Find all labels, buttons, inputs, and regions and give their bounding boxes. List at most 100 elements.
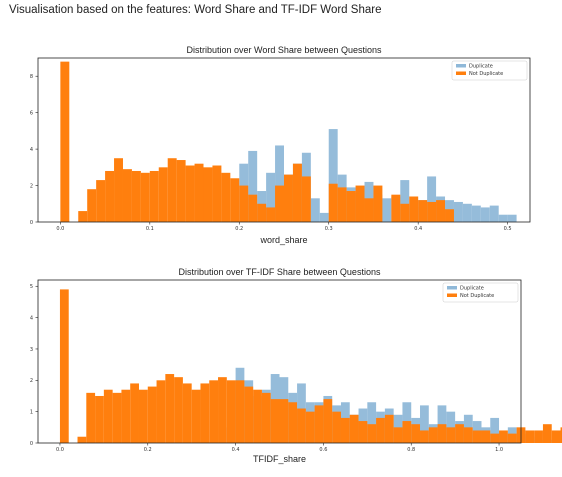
not-duplicate-bar <box>428 427 438 443</box>
y-tick-label: 1 <box>30 409 33 415</box>
not-duplicate-bar <box>86 392 96 443</box>
not-duplicate-bar <box>373 185 383 222</box>
not-duplicate-bar <box>376 417 385 443</box>
not-duplicate-bar <box>346 191 356 222</box>
not-duplicate-bar <box>103 389 113 443</box>
not-duplicate-bar <box>156 380 166 443</box>
not-duplicate-bar <box>455 424 464 443</box>
not-duplicate-bar <box>266 207 276 222</box>
not-duplicate-bar <box>138 389 148 443</box>
duplicate-bar <box>248 150 258 222</box>
duplicate-bar <box>400 180 410 222</box>
duplicate-bar <box>266 172 276 222</box>
not-duplicate-bar <box>418 200 428 222</box>
not-duplicate-bar <box>59 289 69 443</box>
not-duplicate-bar <box>77 436 87 443</box>
not-duplicate-bar <box>221 172 231 222</box>
not-duplicate-bar <box>218 377 227 443</box>
legend-box <box>442 282 519 303</box>
x-tick-label: 1.0 <box>495 447 503 453</box>
x-tick-label: 0.0 <box>56 226 64 232</box>
not-duplicate-bar <box>437 424 447 443</box>
duplicate-bar <box>275 145 284 222</box>
duplicate-bar <box>420 405 429 443</box>
not-duplicate-bar <box>209 380 219 443</box>
not-duplicate-bar <box>203 167 213 222</box>
duplicate-bar <box>328 129 338 222</box>
not-duplicate-bar <box>257 203 267 222</box>
not-duplicate-bar <box>328 183 338 222</box>
legend-swatch <box>447 293 457 297</box>
not-duplicate-bar <box>534 430 543 443</box>
not-duplicate-bar <box>463 427 473 443</box>
not-duplicate-bar <box>314 405 324 443</box>
duplicate-bar <box>462 203 472 222</box>
duplicate-bar <box>453 201 463 222</box>
not-duplicate-bar <box>393 427 403 443</box>
chart-title: Distribution over TF-IDF Share between Q… <box>179 267 381 277</box>
word-share-chart: Distribution over Word Share between Que… <box>30 45 531 245</box>
duplicate-bar <box>367 402 377 443</box>
not-duplicate-bar <box>147 386 157 443</box>
caption: Visualisation based on the features: Wor… <box>9 4 382 16</box>
not-duplicate-bar <box>340 417 350 443</box>
not-duplicate-bar <box>507 433 517 443</box>
not-duplicate-bar <box>400 203 410 222</box>
duplicate-bar <box>489 205 499 222</box>
duplicate-bar <box>427 176 437 222</box>
x-tick-label: 0.8 <box>407 447 415 453</box>
legend-label: Not Duplicate <box>469 71 503 77</box>
not-duplicate-bar <box>194 163 204 222</box>
x-tick-label: 0.3 <box>325 226 333 232</box>
not-duplicate-bar <box>364 198 374 222</box>
not-duplicate-bar <box>305 411 315 443</box>
duplicate-bar <box>507 214 517 222</box>
x-tick-label: 0.1 <box>146 226 154 232</box>
tfidf-share-chart: Distribution over TF-IDF Share between Q… <box>30 267 562 464</box>
y-tick-label: 8 <box>30 74 33 80</box>
not-duplicate-bar <box>140 172 150 222</box>
y-tick-label: 4 <box>30 147 33 153</box>
duplicate-bar <box>471 205 481 222</box>
not-duplicate-bar <box>114 158 123 222</box>
not-duplicate-bar <box>445 209 454 222</box>
not-duplicate-bar <box>226 380 236 443</box>
not-duplicate-bar <box>301 176 311 222</box>
legend-swatch <box>456 71 466 75</box>
not-duplicate-bar <box>332 411 341 443</box>
not-duplicate-bar <box>337 187 347 222</box>
legend-box <box>451 60 528 81</box>
not-duplicate-bar <box>481 430 491 443</box>
not-duplicate-bar <box>149 170 159 222</box>
not-duplicate-bar <box>60 61 70 222</box>
x-axis-label: TFIDF_share <box>253 454 306 464</box>
not-duplicate-bar <box>288 402 298 443</box>
not-duplicate-bar <box>230 178 240 222</box>
chart-title: Distribution over Word Share between Que… <box>187 45 382 55</box>
not-duplicate-bar <box>384 414 394 443</box>
not-duplicate-bar <box>165 374 175 443</box>
not-duplicate-bar <box>87 189 97 222</box>
not-duplicate-bar <box>185 165 195 222</box>
legend-swatch <box>447 286 457 290</box>
x-tick-label: 0.4 <box>232 447 240 453</box>
x-tick-label: 0.0 <box>56 447 64 453</box>
bars <box>59 289 562 443</box>
plot-frame <box>37 57 531 223</box>
not-duplicate-bar <box>130 383 139 443</box>
not-duplicate-bar <box>105 170 115 222</box>
duplicate-bar <box>310 198 320 222</box>
not-duplicate-bar <box>275 185 284 222</box>
not-duplicate-bar <box>270 399 280 443</box>
not-duplicate-bar <box>560 427 562 443</box>
not-duplicate-bar <box>212 165 222 222</box>
legend-label: Duplicate <box>460 286 484 292</box>
not-duplicate-bar <box>358 421 368 443</box>
not-duplicate-bar <box>323 399 333 443</box>
x-tick-label: 0.5 <box>504 226 512 232</box>
bars <box>60 61 517 222</box>
duplicate-bar <box>446 411 456 443</box>
y-tick-label: 6 <box>30 110 33 116</box>
not-duplicate-bar <box>200 383 210 443</box>
